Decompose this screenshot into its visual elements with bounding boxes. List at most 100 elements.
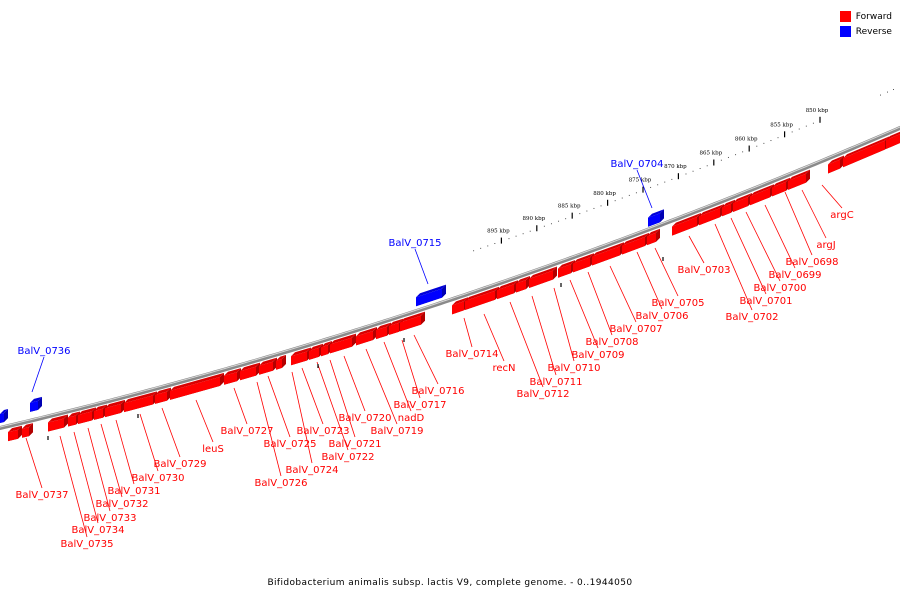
minor-tick (508, 238, 510, 240)
minor-tick (628, 194, 630, 196)
forward-gene (224, 368, 241, 385)
legend-reverse-label: Reverse (855, 26, 892, 37)
forward-gene (259, 357, 277, 375)
axis-highlight (0, 126, 900, 428)
leader-line (100, 423, 123, 498)
reverse-gene (30, 396, 42, 412)
forward-gene (124, 391, 157, 413)
reverse-gene-label: BalV_0715 (388, 238, 441, 249)
leader-line (301, 367, 324, 425)
leader-line (233, 387, 248, 425)
forward-gene-label: BalV_0717 (393, 400, 446, 411)
forward-gene (22, 423, 33, 438)
minor-tick (558, 220, 560, 222)
minor-tick (487, 245, 489, 247)
forward-gene-label: BalV_0709 (571, 350, 624, 361)
forward-gene-label: BalV_0722 (321, 452, 374, 463)
leader-line (821, 184, 843, 209)
reverse-gene-label: BalV_0736 (17, 346, 70, 357)
genome-caption: Bifidobacterium animalis subsp. lactis V… (267, 578, 633, 588)
leader-line (483, 313, 505, 362)
gene-labels: argC argJ BalV_0698 BalV_0699 BalV_0700 BalV_… (15, 159, 853, 550)
leader-line (329, 359, 356, 438)
leader-line (139, 413, 159, 472)
leader-line (316, 361, 349, 451)
forward-gene (400, 311, 425, 332)
forward-gene-label: BalV_0719 (370, 426, 423, 437)
forward-gene-label: BalV_0698 (785, 257, 838, 268)
leader-line (87, 427, 111, 512)
forward-gene (772, 177, 790, 197)
minor-tick (720, 159, 722, 161)
minor-tick (650, 186, 652, 188)
forward-gene-label: BalV_0706 (635, 311, 688, 322)
forward-gene (886, 131, 900, 150)
tick-label: 890 kbp (522, 216, 545, 222)
forward-gene-label: BalV_0701 (739, 296, 792, 307)
forward-gene-label: BalV_0727 (220, 426, 273, 437)
forward-gene (647, 228, 660, 246)
leader-line (25, 437, 43, 489)
forward-gene-label: argC (830, 210, 853, 221)
legend: Forward Reverse (839, 9, 892, 39)
leader-line (587, 271, 613, 336)
minor-tick (600, 205, 602, 207)
tick-label: 865 kbp (699, 151, 722, 157)
minor-tick (727, 156, 729, 158)
leader-line (688, 235, 705, 264)
leader-line (509, 301, 544, 388)
forward-gene-label: BalV_0702 (725, 312, 778, 323)
reverse-gene (0, 409, 8, 423)
forward-gene-label: BalV_0729 (153, 459, 206, 470)
leader-line (414, 248, 429, 285)
leader-line (730, 217, 767, 295)
leader-line (31, 356, 45, 393)
forward-gene-label: BalV_0723 (296, 426, 349, 437)
forward-gene-label: leuS (202, 444, 224, 455)
legend-forward-label: Forward (855, 11, 892, 22)
minor-tick (791, 131, 793, 133)
forward-gene-label: BalV_0720 (338, 413, 391, 424)
reverse-gene-label: BalV_0704 (610, 159, 663, 170)
axis-track (0, 125, 900, 431)
forward-gene-label: BalV_0707 (609, 324, 662, 335)
forward-gene-label: BalV_0725 (263, 439, 316, 450)
leader-line (256, 381, 282, 477)
minor-tick (529, 230, 531, 232)
forward-gene-label: BalV_0708 (585, 337, 638, 348)
forward-gene-label: BalV_0735 (60, 539, 113, 550)
minor-tick (770, 140, 772, 142)
forward-gene-label: BalV_0710 (547, 363, 600, 374)
leader-line (654, 247, 679, 297)
minor-tick (735, 154, 737, 156)
leader-line (59, 435, 88, 538)
forward-gene-label: argJ (816, 240, 835, 251)
forward-gene-label: BalV_0703 (677, 265, 730, 276)
forward-gene-label: recN (492, 363, 515, 374)
forward-gene-label: BalV_0700 (753, 283, 806, 294)
minor-tick (550, 223, 552, 225)
forward-gene-label: BalV_0705 (651, 298, 704, 309)
minor-tick (756, 145, 758, 147)
leader-line (365, 348, 398, 425)
minor-tick (893, 89, 894, 91)
forward-gene (8, 425, 22, 442)
minor-tick (586, 210, 588, 212)
leader-line (413, 334, 439, 385)
leader-line (553, 287, 575, 362)
minor-tick (565, 218, 567, 220)
minor-tick (579, 213, 581, 215)
forward-swatch (839, 11, 851, 22)
forward-gene (529, 266, 557, 288)
leader-line (115, 419, 135, 485)
leader-lines (25, 169, 843, 538)
leader-line (463, 317, 473, 348)
minor-tick (522, 233, 524, 235)
leader-line (401, 339, 421, 399)
minor-tick (798, 128, 800, 130)
forward-gene-label: nadD (398, 413, 425, 424)
leader-line (636, 169, 653, 209)
leader-line (745, 211, 781, 282)
leader-line (73, 431, 99, 524)
